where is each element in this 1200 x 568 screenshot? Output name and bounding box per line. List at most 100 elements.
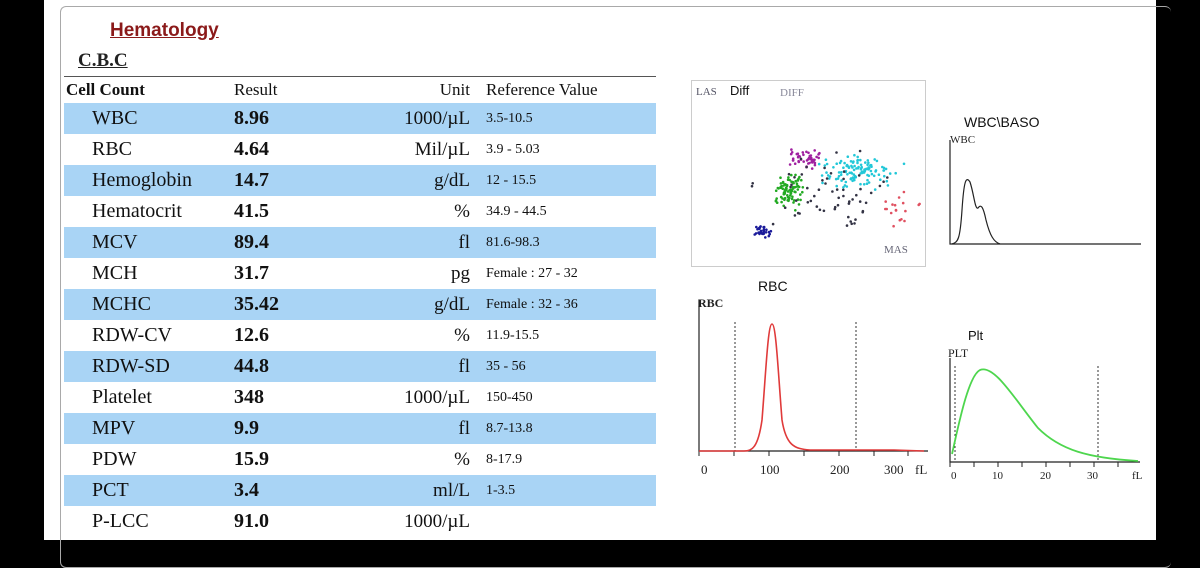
cell-reference: 8-17.9 [486, 451, 523, 467]
scatter-point [866, 163, 869, 167]
scatter-point [853, 222, 856, 225]
diff-x-label: MAS [884, 244, 908, 256]
plt-axis-label: PLT [948, 346, 969, 360]
scatter-point [791, 195, 794, 198]
scatter-point [850, 222, 853, 226]
cell-unit: g/dL [358, 165, 478, 196]
scatter-point [774, 189, 778, 192]
scatter-point [864, 201, 868, 205]
wbc-baso-curve [951, 179, 1001, 245]
cbc-table: Cell Count Result Unit Reference Value W… [64, 76, 656, 537]
scatter-point [794, 199, 798, 202]
scatter-point [874, 170, 877, 173]
table-row: Hematocrit 41.5% 34.9 - 44.5 [64, 196, 656, 227]
scatter-point [897, 196, 901, 199]
scatter-point [801, 151, 805, 154]
scatter-point [809, 199, 813, 203]
scatter-point [788, 196, 791, 200]
scatter-point [872, 174, 876, 178]
scatter-point [817, 188, 821, 191]
scatter-point [793, 162, 797, 165]
scatter-point [787, 176, 790, 179]
scatter-point [845, 185, 849, 188]
cell-name: RDW-SD [64, 351, 230, 382]
scatter-point [825, 171, 828, 174]
rbc-tick-200: 200 [830, 462, 850, 477]
cell-name: PCT [64, 475, 230, 506]
plt-histogram [949, 358, 1140, 467]
scatter-point [849, 177, 853, 181]
scatter-point [873, 188, 877, 191]
scatter-point [789, 194, 792, 197]
scatter-point [856, 167, 860, 170]
scatter-point [835, 162, 838, 165]
plt-tick-0: 0 [951, 470, 957, 482]
table-header-row: Cell Count Result Unit Reference Value [64, 76, 656, 103]
scatter-point [805, 150, 808, 154]
scatter-point [790, 148, 793, 151]
scatter-point [781, 187, 784, 190]
rbc-plot-title: RBC [758, 278, 788, 294]
cell-name: RBC [92, 138, 133, 160]
cell-unit: % [454, 200, 470, 222]
scatter-point [893, 203, 897, 207]
scatter-point [854, 218, 857, 221]
scatter-point [820, 174, 824, 177]
scatter-point [793, 199, 796, 202]
cell-name: MCV [64, 227, 230, 258]
scatter-point [858, 149, 862, 153]
scatter-point [768, 232, 771, 236]
scatter-point [869, 163, 873, 167]
scatter-point [758, 227, 761, 231]
cell-name: PDW [92, 448, 137, 470]
cell-result: 3.4 [230, 475, 358, 506]
cell-result: 14.7 [230, 165, 358, 196]
scatter-point [774, 199, 778, 203]
scatter-point [901, 201, 905, 205]
cell-name: MPV [64, 413, 230, 444]
scatter-point [882, 169, 886, 172]
scatter-point [838, 161, 842, 165]
scatter-point [806, 158, 810, 161]
scatter-point [904, 209, 907, 213]
cell-unit: % [454, 448, 470, 470]
wbc-axis-label: WBC [950, 134, 976, 146]
scatter-point [810, 167, 814, 170]
scatter-point [873, 158, 876, 161]
scatter-point [823, 166, 826, 170]
cell-result: 8.96 [230, 103, 358, 134]
cell-unit: g/dL [358, 289, 478, 320]
scatter-point [882, 180, 885, 183]
scatter-point [861, 210, 864, 214]
scatter-point [789, 152, 793, 156]
scatter-point [903, 219, 906, 223]
scatter-point [751, 182, 754, 185]
scatter-point [875, 159, 879, 163]
table-row: WBC 8.96 1000/µL 3.5-10.5 [64, 103, 656, 134]
scatter-point [842, 188, 845, 192]
scatter-point [851, 198, 854, 201]
scatter-point [856, 155, 859, 159]
diff-watermark: DIFF [780, 87, 804, 99]
scatter-point [823, 164, 827, 167]
scatter-point [843, 161, 846, 165]
plt-unit-label: fL [1132, 470, 1143, 482]
col-header-result: Result [230, 76, 358, 103]
scatter-point [807, 162, 810, 165]
scatter-point [806, 186, 809, 190]
scatter-point [837, 174, 841, 178]
scatter-point [825, 162, 829, 166]
scatter-point [799, 198, 802, 202]
col-header-unit: Unit [358, 76, 478, 103]
scatter-point [797, 159, 800, 163]
scatter-point [779, 182, 783, 185]
scatter-point [884, 200, 887, 203]
scatter-point [867, 181, 871, 184]
scatter-point [835, 184, 838, 188]
cell-name: Hematocrit [92, 200, 182, 222]
table-row: PDW 15.9% 8-17.9 [64, 444, 656, 475]
cell-result: 91.0 [234, 510, 269, 532]
scatter-point [842, 166, 845, 169]
scatter-point [815, 155, 818, 159]
scatter-point [864, 161, 867, 164]
